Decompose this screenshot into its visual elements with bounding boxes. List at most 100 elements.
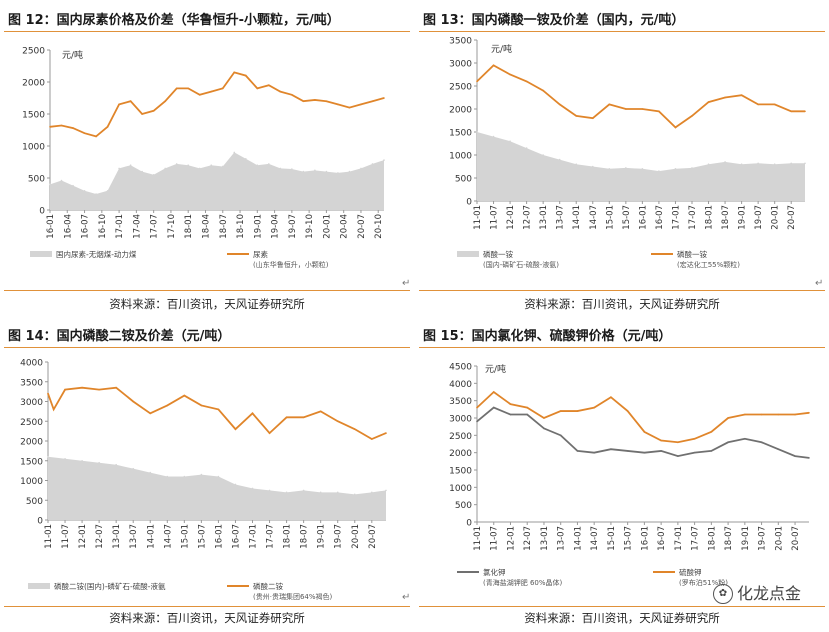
- source-note: 资料来源：百川资讯，天风证券研究所: [109, 611, 305, 625]
- data-point: [325, 170, 328, 173]
- data-point: [526, 413, 529, 416]
- wechat-icon: ✿: [712, 584, 733, 604]
- legend-label: 国内尿素-无烟煤-动力煤: [56, 249, 137, 259]
- data-point: [49, 183, 51, 186]
- watermark: ✿ 化龙点金: [712, 580, 801, 604]
- data-point: [370, 438, 373, 440]
- y-tick-label: 3500: [449, 397, 472, 407]
- data-point: [115, 386, 117, 389]
- y-tick-label: 4500: [449, 363, 472, 373]
- x-tick-label: 19-07: [334, 524, 344, 549]
- data-point: [625, 167, 627, 169]
- x-tick-label: 11-07: [61, 524, 71, 549]
- data-point: [98, 388, 100, 391]
- urea-price-chart: 0 500 1000 1500 2000 2500 元/吨 16-01 16-04 16-07 16…: [22, 47, 385, 269]
- data-point: [115, 463, 117, 466]
- x-tick-label: 20-01: [351, 524, 361, 549]
- data-point: [740, 163, 743, 165]
- data-point: [691, 115, 693, 117]
- data-point: [132, 400, 135, 403]
- x-tick-label: 11-01: [44, 524, 54, 549]
- y-tick-label: 0: [466, 519, 472, 529]
- chart-panel-map: 图 13：国内磷酸一铵及价差（国内，元/吨） 0 500 1000 1500 2000 2…: [415, 0, 829, 316]
- data-point: [106, 126, 109, 128]
- x-tick-label: 16-07: [655, 205, 665, 230]
- data-point: [210, 90, 213, 93]
- x-tick-label: 17-07: [688, 205, 698, 230]
- legend-sublabel: (宏达化工55%颗粒): [677, 260, 740, 269]
- x-tick-label: 20-04: [340, 214, 350, 239]
- y-tick-label: 1500: [20, 457, 43, 467]
- data-point: [95, 193, 97, 195]
- data-point: [660, 439, 662, 442]
- y-tick-label: 500: [28, 175, 45, 185]
- x-tick-label: 12-07: [523, 526, 533, 551]
- data-point: [348, 170, 351, 173]
- chart-panel-dap: 图 14：国内磷酸二铵及价差（元/吨） 0 500 1000 1500 2000 2500…: [0, 316, 414, 632]
- chart-panel-potash: 图 15：国内氯化钾、硫酸钾价格（元/吨） 0 500 1000 1500 2000 25…: [415, 316, 829, 632]
- data-point: [777, 413, 780, 416]
- data-point: [198, 94, 201, 96]
- data-point: [610, 396, 612, 398]
- y-tick-label: 1500: [22, 111, 45, 121]
- data-point: [175, 87, 178, 90]
- y-tick-label: 3000: [20, 398, 43, 408]
- data-point: [643, 451, 646, 454]
- data-point: [641, 108, 644, 110]
- title-divider: [4, 347, 410, 348]
- x-tick-label: 13-07: [557, 526, 567, 551]
- y-tick-label: 500: [26, 497, 43, 507]
- data-point: [244, 74, 247, 77]
- x-tick-label: 11-01: [473, 205, 483, 230]
- data-point: [183, 394, 186, 397]
- x-tick-label: 16-01: [46, 214, 56, 239]
- chart-panel-urea: 图 12：国内尿素价格及价差（华鲁恒升-小颗粒，元/吨） 0 500 1000 150…: [0, 0, 414, 316]
- panel-title: 图 13：国内磷酸一铵及价差（国内，元/吨）: [423, 13, 685, 28]
- series-line-1: [47, 386, 387, 441]
- x-tick-label: 20-07: [357, 214, 367, 239]
- data-point: [164, 100, 166, 102]
- y-tick-label: 3000: [449, 415, 472, 425]
- x-tick-label: 15-07: [197, 524, 207, 549]
- data-point: [210, 164, 213, 166]
- x-tick-label: 16-01: [640, 526, 650, 551]
- data-point: [187, 87, 190, 90]
- data-point: [47, 456, 49, 458]
- data-point: [476, 131, 478, 133]
- x-tick-label: 17-07: [150, 214, 160, 239]
- data-point: [81, 386, 83, 389]
- x-tick-label: 14-07: [590, 526, 600, 551]
- x-tick-label: 18-07: [721, 205, 731, 230]
- data-point: [525, 80, 528, 83]
- x-tick-label: 11-07: [490, 205, 500, 230]
- map-price-chart: 0 500 1000 1500 2000 2500 3000 3500 元/吨 11-01 11-0…: [449, 37, 806, 269]
- data-point: [625, 108, 627, 110]
- x-tick-label: 13-01: [112, 524, 122, 549]
- data-point: [371, 100, 374, 102]
- x-tick-label: 14-07: [589, 205, 599, 230]
- x-tick-label: 11-07: [490, 526, 500, 551]
- x-tick-label: 20-07: [787, 205, 797, 230]
- y-tick-label: 3500: [449, 37, 472, 47]
- data-point: [476, 406, 478, 409]
- data-point: [727, 441, 729, 444]
- x-tick-label: 20-01: [322, 214, 332, 239]
- data-point: [72, 184, 74, 187]
- x-tick-label: 14-07: [163, 524, 173, 549]
- data-point: [525, 147, 528, 149]
- data-point: [509, 403, 512, 405]
- footer-divider: [4, 606, 410, 607]
- legend-label: 尿素: [253, 249, 268, 259]
- data-point: [710, 431, 713, 433]
- data-point: [790, 110, 793, 113]
- data-point: [643, 431, 646, 433]
- data-point: [808, 457, 810, 459]
- data-point: [804, 162, 806, 165]
- data-point: [285, 416, 288, 419]
- data-point: [727, 417, 729, 419]
- x-tick-label: 18-01: [707, 526, 717, 551]
- data-point: [353, 428, 356, 430]
- data-point: [268, 163, 270, 165]
- footer-divider: [419, 606, 825, 607]
- x-tick-label: 20-07: [791, 526, 801, 551]
